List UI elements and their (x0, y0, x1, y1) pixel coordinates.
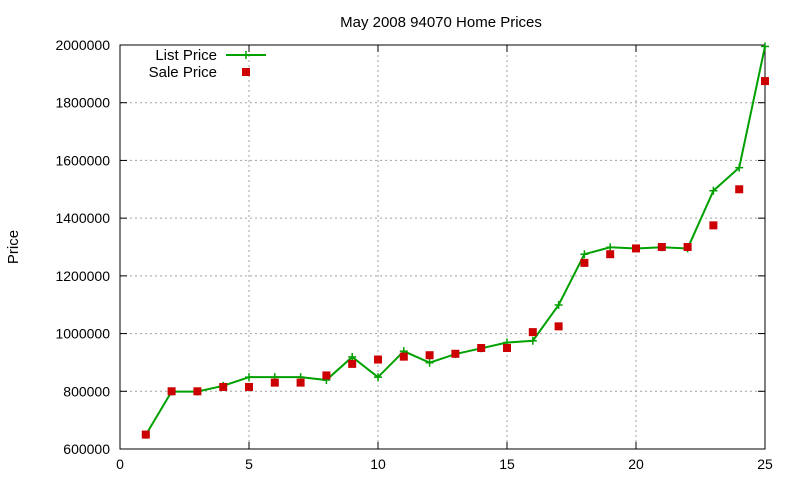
point-list-price (374, 373, 382, 382)
point-sale-price (477, 344, 486, 352)
point-list-price (580, 250, 589, 259)
point-sale-price (193, 387, 202, 396)
point-sale-price (425, 351, 434, 360)
point-sale-price (580, 258, 589, 267)
x-tick-label: 0 (116, 456, 124, 472)
point-sale-price (167, 387, 176, 396)
series-line-list-price (144, 46, 766, 436)
point-list-price (735, 163, 744, 172)
x-tick-label: 10 (370, 456, 386, 472)
legend-marker-sale-price (242, 68, 250, 76)
point-sale-price (528, 328, 537, 337)
point-sale-price (399, 352, 408, 361)
point-list-price (528, 336, 537, 345)
plot-frame (119, 44, 766, 450)
point-sale-price (451, 349, 460, 358)
point-list-price (761, 42, 769, 51)
point-sale-price (503, 344, 511, 352)
x-tick-label: 25 (757, 456, 773, 472)
y-tick-label: 1400000 (55, 210, 110, 226)
point-list-price (245, 373, 253, 382)
point-sale-price (554, 322, 563, 331)
point-sale-price (348, 359, 357, 368)
axes: 0 5 10 15 20 25 600000 800000 1000000 1200000 1400… (55, 37, 773, 472)
point-sale-price (657, 243, 666, 251)
x-tick-label: 15 (499, 456, 515, 472)
point-list-price (425, 358, 434, 367)
point-list-price (709, 186, 718, 195)
point-sale-price (606, 250, 615, 259)
y-tick-label: 1800000 (55, 95, 110, 111)
y-tick-label: 800000 (63, 383, 110, 399)
point-sale-price (683, 243, 692, 251)
chart-title: May 2008 94070 Home Prices (340, 14, 542, 31)
point-list-price (348, 352, 357, 361)
y-tick-label: 2000000 (55, 37, 110, 53)
x-tick-label: 20 (628, 456, 644, 472)
y-tick-label: 1200000 (55, 268, 110, 284)
point-sale-price (245, 382, 253, 391)
y-tick-label: 600000 (63, 441, 110, 457)
point-list-price (606, 243, 615, 252)
legend-label-sale-price: Sale Price (149, 64, 217, 81)
legend-label-list-price: List Price (155, 47, 217, 64)
point-sale-price (735, 185, 744, 194)
point-list-price (554, 301, 563, 310)
point-sale-price (296, 378, 305, 387)
series-layer (141, 42, 769, 439)
point-sale-price (270, 378, 279, 387)
point-sale-price (322, 371, 331, 380)
y-tick-label: 1600000 (55, 152, 110, 168)
point-sale-price (632, 244, 640, 253)
x-tick-label: 5 (245, 456, 253, 472)
point-sale-price (219, 382, 228, 391)
y-tick-label: 1000000 (55, 326, 110, 342)
point-sale-price (761, 77, 769, 86)
point-sale-price (709, 221, 718, 230)
point-sale-price (374, 355, 382, 364)
point-sale-price (141, 430, 150, 439)
y-axis-label: Price (5, 230, 22, 264)
